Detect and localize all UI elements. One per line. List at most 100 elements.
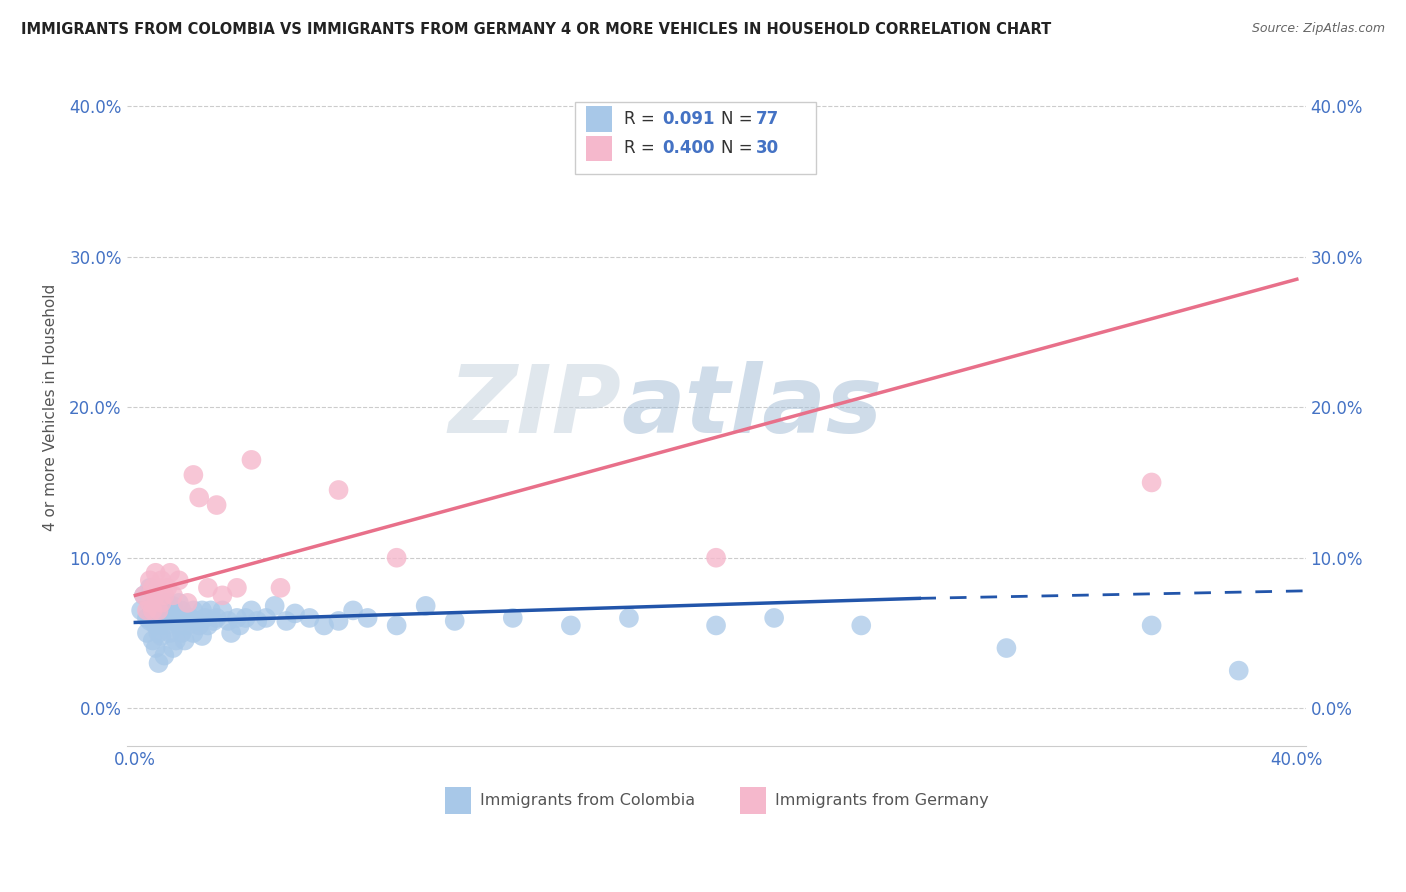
- Text: N =: N =: [721, 110, 758, 128]
- Point: [342, 603, 364, 617]
- Point: [502, 611, 524, 625]
- Point: [145, 566, 167, 580]
- Point: [704, 550, 727, 565]
- Point: [763, 611, 786, 625]
- Point: [179, 611, 201, 625]
- Point: [153, 603, 176, 617]
- FancyBboxPatch shape: [586, 106, 612, 131]
- FancyBboxPatch shape: [586, 136, 612, 161]
- Point: [176, 596, 198, 610]
- Point: [139, 574, 162, 588]
- Point: [148, 581, 170, 595]
- Point: [219, 626, 242, 640]
- Point: [194, 611, 217, 625]
- Point: [560, 618, 582, 632]
- Point: [132, 588, 155, 602]
- Text: R =: R =: [624, 110, 659, 128]
- Point: [167, 574, 190, 588]
- Point: [142, 603, 165, 617]
- Point: [1140, 618, 1163, 632]
- Point: [165, 633, 187, 648]
- Point: [263, 599, 285, 613]
- Point: [269, 581, 291, 595]
- Point: [145, 588, 167, 602]
- Point: [173, 633, 195, 648]
- Point: [704, 618, 727, 632]
- Point: [188, 618, 211, 632]
- Point: [142, 581, 165, 595]
- Point: [246, 614, 269, 628]
- Point: [183, 467, 205, 482]
- Point: [159, 626, 181, 640]
- Point: [150, 629, 173, 643]
- Point: [188, 491, 211, 505]
- Point: [284, 607, 307, 621]
- Point: [226, 581, 249, 595]
- Point: [211, 588, 233, 602]
- Point: [202, 614, 225, 628]
- Point: [148, 626, 170, 640]
- Text: 77: 77: [756, 110, 779, 128]
- Text: 30: 30: [756, 139, 779, 158]
- Point: [153, 618, 176, 632]
- Point: [312, 618, 335, 632]
- Point: [851, 618, 873, 632]
- Point: [1140, 475, 1163, 490]
- Point: [145, 596, 167, 610]
- Text: Source: ZipAtlas.com: Source: ZipAtlas.com: [1251, 22, 1385, 36]
- Point: [328, 483, 350, 497]
- Point: [254, 611, 277, 625]
- Point: [142, 633, 165, 648]
- Point: [132, 588, 155, 602]
- Point: [170, 603, 193, 617]
- Point: [150, 599, 173, 613]
- Text: 0.091: 0.091: [662, 110, 714, 128]
- Point: [139, 596, 162, 610]
- Point: [162, 588, 184, 602]
- Point: [145, 640, 167, 655]
- Point: [617, 611, 640, 625]
- Point: [197, 581, 219, 595]
- Point: [148, 611, 170, 625]
- FancyBboxPatch shape: [740, 787, 766, 814]
- Point: [1227, 664, 1250, 678]
- Point: [165, 611, 187, 625]
- Point: [129, 603, 152, 617]
- Point: [191, 629, 214, 643]
- Point: [135, 603, 157, 617]
- Point: [159, 603, 181, 617]
- Point: [183, 603, 205, 617]
- Point: [205, 498, 228, 512]
- Text: N =: N =: [721, 139, 758, 158]
- Point: [159, 566, 181, 580]
- Point: [148, 603, 170, 617]
- Point: [443, 614, 465, 628]
- Point: [173, 611, 195, 625]
- Point: [197, 618, 219, 632]
- Text: 0.400: 0.400: [662, 139, 714, 158]
- Point: [217, 614, 239, 628]
- Point: [135, 611, 157, 625]
- Point: [156, 581, 179, 595]
- Point: [356, 611, 378, 625]
- Point: [167, 596, 190, 610]
- Y-axis label: 4 or more Vehicles in Household: 4 or more Vehicles in Household: [44, 284, 58, 531]
- Point: [156, 596, 179, 610]
- Text: Immigrants from Colombia: Immigrants from Colombia: [481, 793, 696, 807]
- Point: [153, 588, 176, 602]
- Point: [229, 618, 252, 632]
- Point: [162, 614, 184, 628]
- FancyBboxPatch shape: [444, 787, 471, 814]
- Point: [162, 599, 184, 613]
- Point: [211, 603, 233, 617]
- Text: ZIP: ZIP: [449, 361, 621, 453]
- Point: [145, 618, 167, 632]
- Point: [200, 603, 222, 617]
- Point: [226, 611, 249, 625]
- Point: [156, 611, 179, 625]
- Point: [995, 640, 1018, 655]
- Point: [167, 618, 190, 632]
- Point: [142, 603, 165, 617]
- Point: [176, 618, 198, 632]
- Point: [276, 614, 298, 628]
